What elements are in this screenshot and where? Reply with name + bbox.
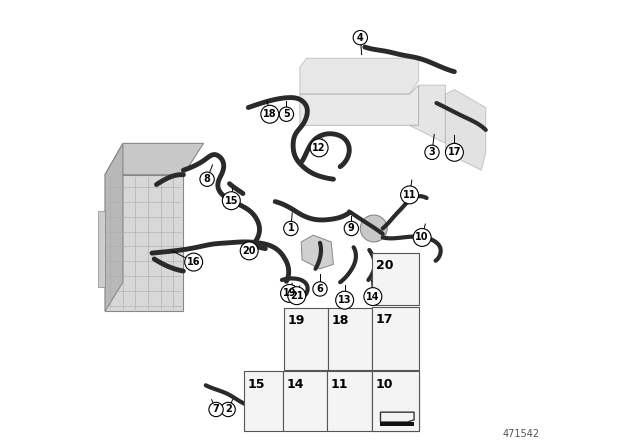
Text: 21: 21 xyxy=(290,291,303,301)
Circle shape xyxy=(310,139,328,157)
Text: 20: 20 xyxy=(243,246,256,256)
Circle shape xyxy=(288,287,306,305)
Circle shape xyxy=(222,192,240,210)
Circle shape xyxy=(364,288,382,306)
Text: 4: 4 xyxy=(357,33,364,43)
Circle shape xyxy=(413,228,431,246)
FancyBboxPatch shape xyxy=(244,371,284,431)
Polygon shape xyxy=(105,143,204,175)
Text: 10: 10 xyxy=(376,378,393,391)
Text: 20: 20 xyxy=(376,259,394,272)
Circle shape xyxy=(445,143,463,161)
Text: 15: 15 xyxy=(248,378,265,391)
Text: 16: 16 xyxy=(187,257,200,267)
Text: 18: 18 xyxy=(263,109,276,119)
Text: 11: 11 xyxy=(331,378,348,391)
Text: 1: 1 xyxy=(287,224,294,233)
Polygon shape xyxy=(105,143,123,311)
Text: 11: 11 xyxy=(403,190,417,200)
FancyBboxPatch shape xyxy=(327,371,372,431)
FancyBboxPatch shape xyxy=(372,307,419,370)
Text: 14: 14 xyxy=(287,378,305,391)
Text: 19: 19 xyxy=(283,289,296,298)
FancyBboxPatch shape xyxy=(372,253,419,305)
Polygon shape xyxy=(410,85,445,143)
Text: 18: 18 xyxy=(332,314,349,327)
Text: 15: 15 xyxy=(225,196,238,206)
Bar xyxy=(380,422,414,426)
FancyBboxPatch shape xyxy=(372,371,419,431)
FancyBboxPatch shape xyxy=(372,371,419,431)
Text: 9: 9 xyxy=(348,224,355,233)
Text: 10: 10 xyxy=(415,233,429,242)
Polygon shape xyxy=(300,58,419,94)
Text: 5: 5 xyxy=(283,109,290,119)
Polygon shape xyxy=(98,211,105,287)
Circle shape xyxy=(279,107,294,121)
Text: 12: 12 xyxy=(312,143,326,153)
Circle shape xyxy=(284,221,298,236)
Text: 3: 3 xyxy=(429,147,435,157)
Circle shape xyxy=(240,242,258,260)
Text: 8: 8 xyxy=(204,174,211,184)
Circle shape xyxy=(425,145,439,159)
Circle shape xyxy=(200,172,214,186)
Circle shape xyxy=(344,221,358,236)
Text: 6: 6 xyxy=(317,284,323,294)
FancyBboxPatch shape xyxy=(284,371,327,431)
Text: 17: 17 xyxy=(376,313,394,326)
Circle shape xyxy=(185,253,203,271)
Text: 14: 14 xyxy=(366,292,380,302)
Text: 471542: 471542 xyxy=(502,429,540,439)
Circle shape xyxy=(221,402,236,417)
Circle shape xyxy=(401,186,419,204)
Text: 19: 19 xyxy=(288,314,305,327)
Ellipse shape xyxy=(360,215,387,242)
Circle shape xyxy=(261,105,279,123)
Circle shape xyxy=(209,402,223,417)
Polygon shape xyxy=(300,85,419,125)
Polygon shape xyxy=(105,175,183,311)
Circle shape xyxy=(336,291,353,309)
Polygon shape xyxy=(445,90,486,170)
Circle shape xyxy=(313,282,327,296)
FancyBboxPatch shape xyxy=(284,308,328,370)
FancyBboxPatch shape xyxy=(328,308,372,370)
Circle shape xyxy=(280,284,298,302)
Text: 17: 17 xyxy=(447,147,461,157)
Circle shape xyxy=(353,30,367,45)
Polygon shape xyxy=(301,235,333,269)
Text: 2: 2 xyxy=(225,405,232,414)
Text: 7: 7 xyxy=(212,405,220,414)
Text: 13: 13 xyxy=(338,295,351,305)
